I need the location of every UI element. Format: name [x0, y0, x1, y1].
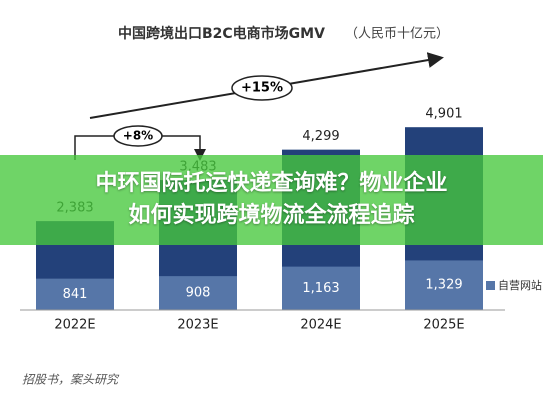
annotation: +8%	[123, 129, 153, 143]
annotation: +15%	[241, 81, 283, 96]
banner-line: 中环国际托运快递查询难？物业企业	[95, 171, 448, 196]
value-label: 908	[186, 286, 211, 301]
bar-segment	[282, 266, 360, 310]
source: 招股书，案头研究	[22, 373, 120, 387]
banner-line: 如何实现跨境物流全流程追踪	[128, 203, 415, 228]
chart-subtitle: （人民币十亿元）	[345, 27, 449, 42]
x-tick-label: 2024E	[300, 318, 341, 333]
value-label: 1,163	[302, 281, 339, 296]
annotation-box	[113, 125, 163, 147]
value-label: 841	[63, 287, 88, 302]
chart-title: 中国跨境出口B2C电商市场GMV	[118, 25, 325, 42]
banner: 中环国际托运快递查询难？物业企业 如何实现跨境物流全流程追踪	[0, 155, 543, 245]
legend-label: 自营网站	[498, 278, 542, 292]
value-label: 1,329	[425, 278, 462, 293]
x-tick-label: 2023E	[177, 318, 218, 333]
bar-segment	[159, 276, 237, 310]
x-tick-label: 2025E	[423, 318, 464, 333]
total-label: 4,901	[425, 107, 462, 122]
annotation-box	[231, 75, 293, 101]
bar-segment	[36, 278, 114, 310]
bar-segment	[405, 260, 483, 310]
x-tick-label: 2022E	[54, 318, 95, 333]
legend-swatch	[486, 281, 495, 290]
total-label: 4,299	[302, 129, 339, 144]
